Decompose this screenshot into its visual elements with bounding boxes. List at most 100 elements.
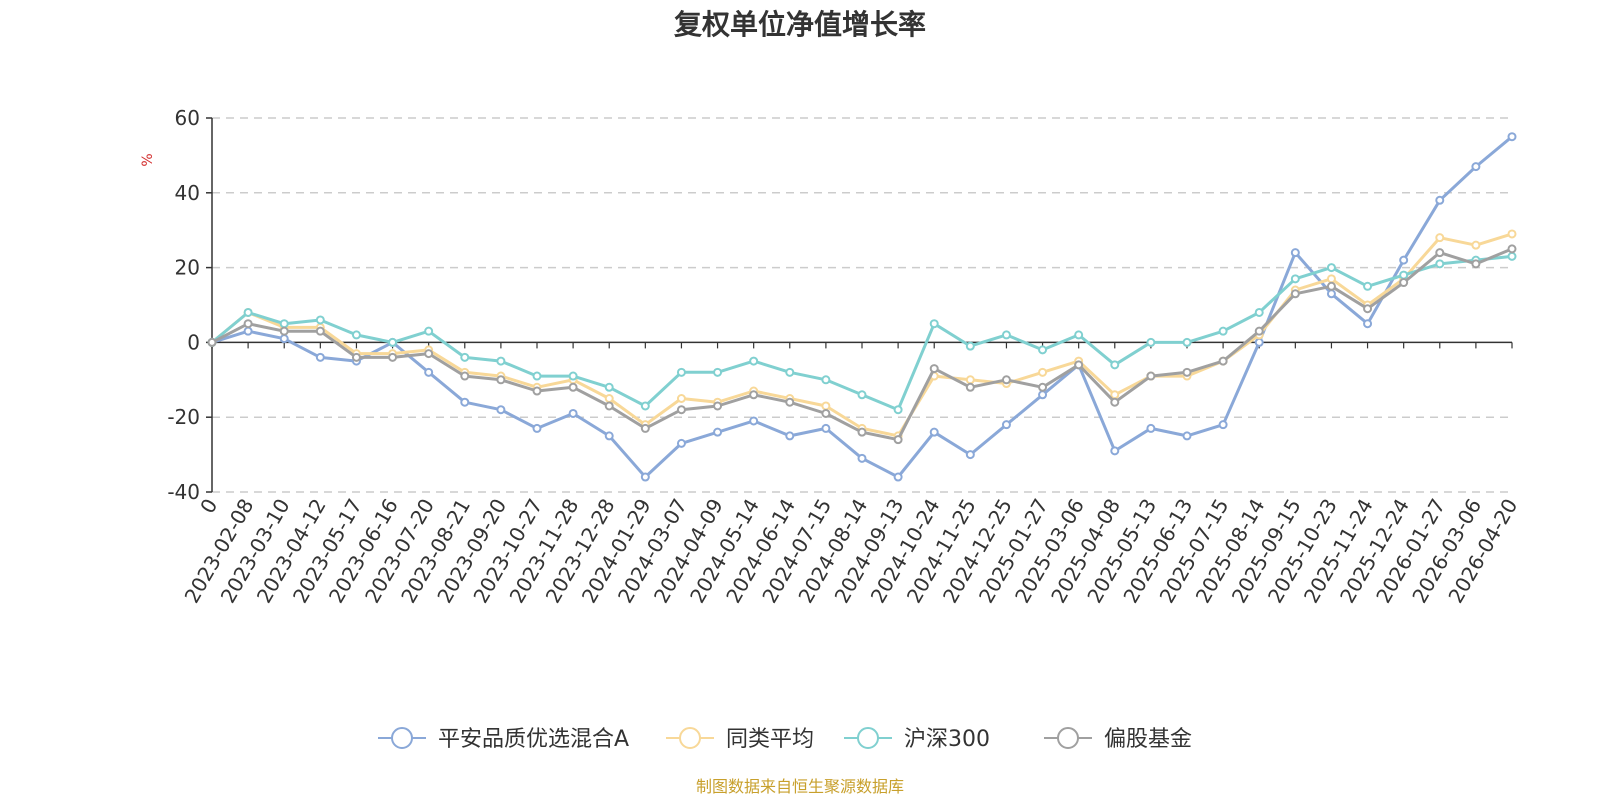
data-point [1399,255,1409,265]
data-point [749,356,759,366]
data-point [1110,397,1120,407]
data-point [1074,330,1084,340]
data-point [351,352,361,362]
data-point [1507,132,1517,142]
data-point [1363,281,1373,291]
data-point [965,450,975,460]
data-point [821,408,831,418]
data-point [676,367,686,377]
data-point [1110,446,1120,456]
data-point [640,401,650,411]
data-point [604,382,614,392]
data-point [713,401,723,411]
data-point [821,401,831,411]
legend-item[interactable]: 同类平均 [666,727,814,752]
data-point [1471,240,1481,250]
legend-item[interactable]: 沪深300 [844,727,990,752]
data-point [785,431,795,441]
data-point [1038,382,1048,392]
data-point [1146,371,1156,381]
data-point [1218,326,1228,336]
data-point [821,375,831,385]
y-tick-labels: 60 40 20 0 -20 -40 [167,106,200,504]
data-point [1074,360,1084,370]
data-point [1038,390,1048,400]
data-point [749,416,759,426]
data-point [1326,263,1336,273]
data-point [1507,251,1517,261]
data-point [965,341,975,351]
data-point [1471,259,1481,269]
data-point [713,427,723,437]
legend: 平安品质优选混合A 同类平均 沪深300 偏股基金 [378,727,1192,752]
data-point [965,382,975,392]
data-point [929,427,939,437]
data-point [424,349,434,359]
data-point [532,423,542,433]
data-point [1218,356,1228,366]
data-point [1254,326,1264,336]
data-point [279,326,289,336]
data-point [676,438,686,448]
data-point [1435,233,1445,243]
data-point [676,394,686,403]
data-point [1146,337,1156,347]
data-point [1290,274,1300,284]
data-point [1435,259,1445,269]
data-point [1182,337,1192,347]
data-point [1507,244,1517,254]
data-point [460,371,470,381]
data-point [1001,375,1011,385]
data-point [243,307,253,317]
data-point [893,435,903,445]
series-3 [207,244,1517,445]
data-point [1471,162,1481,172]
data-point [532,386,542,396]
y-tick-label: -40 [167,480,200,504]
data-point [1326,289,1336,299]
data-point [1435,195,1445,205]
data-point [1507,229,1517,239]
data-point [315,352,325,362]
series-line [210,232,1514,438]
legend-item[interactable]: 平安品质优选混合A [378,727,629,752]
data-point [1363,304,1373,314]
data-point [749,390,759,400]
data-point [893,472,903,482]
data-point [496,375,506,385]
data-point [1110,390,1120,400]
data-point [713,367,723,377]
data-point [640,423,650,433]
data-point [1218,420,1228,430]
data-point [460,397,470,407]
data-point [1290,289,1300,299]
data-point [965,375,975,385]
data-point [857,453,867,463]
data-point [279,319,289,329]
data-point [315,326,325,336]
data-point [1254,307,1264,317]
series-1 [207,229,1517,441]
legend-marker [679,727,701,749]
x-tick-label: 0 [195,495,222,518]
data-point [1290,248,1300,258]
y-axis-unit-label: % [140,153,156,166]
data-point [496,356,506,366]
data-point [351,330,361,340]
legend-item[interactable]: 偏股基金 [1044,727,1192,752]
data-point [1001,420,1011,430]
data-point [857,390,867,400]
y-tick-label: 60 [175,106,200,130]
data-point [857,427,867,437]
data-point [388,352,398,362]
x-tick-labels: 02023-02-082023-03-102023-04-122023-05-1… [180,494,1523,607]
data-point [604,431,614,441]
series-2 [207,251,1517,415]
series-0 [207,132,1517,482]
data-point [243,319,253,329]
series-lines [207,132,1517,482]
source-note: 制图数据来自恒生聚源数据库 [696,777,904,796]
legend-marker [1057,727,1079,749]
data-point [460,352,470,362]
